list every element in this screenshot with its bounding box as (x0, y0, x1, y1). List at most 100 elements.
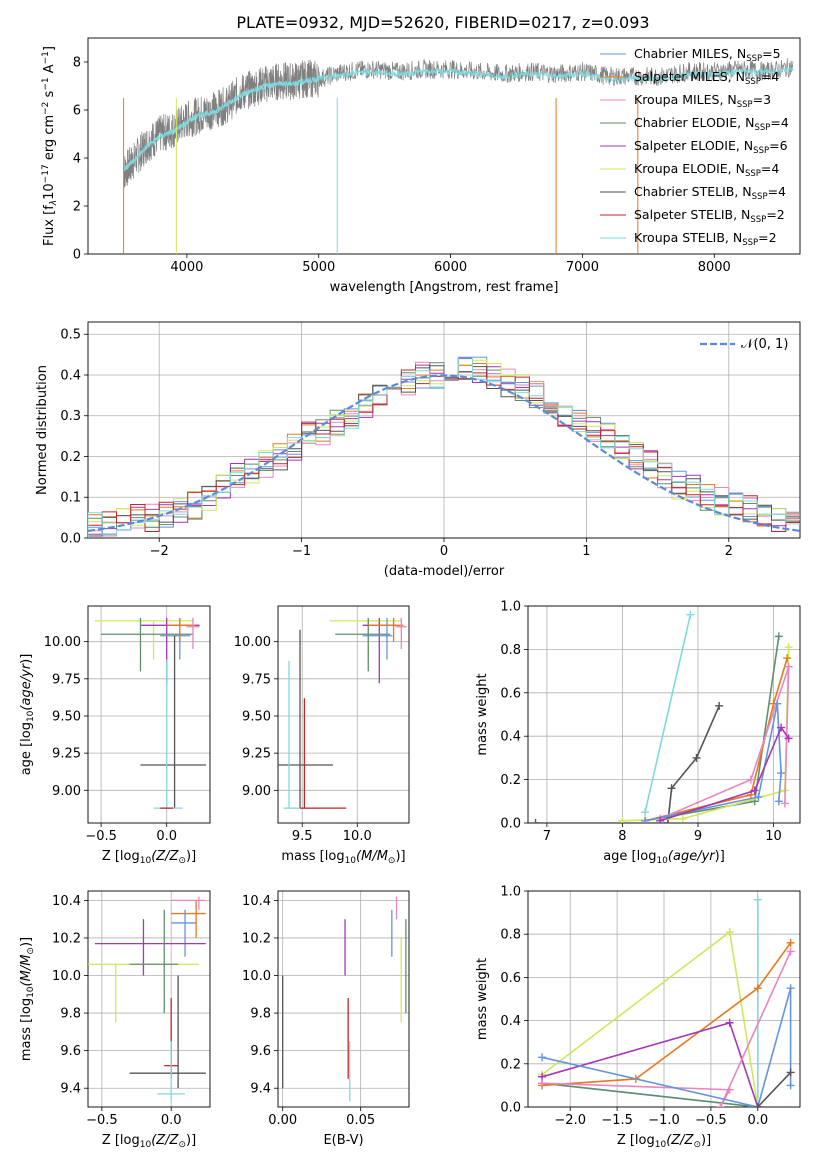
x-axis-label: (data-model)/error (384, 564, 505, 579)
point-marker (784, 643, 793, 652)
point-marker (777, 769, 786, 778)
panel-residuals: −2 −1 0 1 2 0.0 0.1 0.2 0.3 0.4 0.5 𝒩(0, 1) (data-mo… (35, 321, 801, 579)
series-kroupa-stelib (542, 899, 759, 1107)
y-tick-label: 9.75 (242, 672, 271, 687)
series-kroupa-stelib (123, 66, 794, 172)
legend-entry: Chabrier STELIB, NSSP=4 (634, 184, 786, 202)
x-axis-label: age [log10(age/yr)] (603, 849, 725, 866)
y-axis-label: age [log10(age/yr)] (19, 654, 36, 776)
x-tick-label: 5000 (302, 260, 335, 275)
panel-massweight_vs_Z: −2.0 −1.5 −1.0 −0.5 0.0 0.0 0.2 0.4 0.6 0.8 1.0 Z [… (475, 885, 801, 1150)
axes-frame (277, 605, 410, 824)
y-tick-label: 9.4 (60, 1082, 81, 1097)
x-axis-label: Z [log10(Z/Z⊙)] (102, 849, 196, 866)
y-tick-label: 0.0 (60, 532, 81, 547)
point-marker (725, 1018, 734, 1027)
y-tick-label: 9.25 (242, 747, 271, 762)
x-tick-label: 4000 (170, 260, 203, 275)
figure-title: PLATE=0932, MJD=52620, FIBERID=0217, z=0… (236, 13, 649, 32)
point-marker (753, 984, 762, 993)
point-marker (686, 610, 695, 619)
point-marker (786, 1068, 795, 1077)
y-tick-label: 0.4 (60, 368, 81, 383)
y-axis-label: mass [log10(M/M⊙)] (19, 937, 36, 1061)
panel-spectrum: 4000 5000 6000 7000 8000 0 2 4 6 8 Chabrier MILES,… (41, 37, 801, 295)
panel-mass_vs_Z: −0.5 0.0 9.4 9.6 9.8 10.0 10.2 10.4 Z [log10(Z/Z… (19, 890, 211, 1150)
y-tick-label: 0.6 (500, 971, 521, 986)
point-marker (618, 816, 627, 823)
plot-area (278, 617, 407, 809)
x-tick-label: 0.00 (268, 1113, 297, 1128)
y-tick-label: 4 (73, 152, 81, 167)
legend-entry: 𝒩(0, 1) (741, 337, 788, 352)
series-chabrier-stelib (757, 1071, 792, 1107)
series-kroupa-elodie (541, 930, 759, 1107)
point-marker (780, 799, 789, 808)
x-tick-label: −0.5 (85, 829, 117, 844)
y-tick-label: 0.8 (500, 643, 521, 658)
point-marker (773, 699, 782, 708)
axes-frame (527, 890, 801, 1108)
series-kroupa-stelib (644, 614, 692, 813)
y-tick-label: 10.0 (52, 969, 81, 984)
x-axis-label: wavelength [Angstrom, rest frame] (330, 280, 559, 295)
legend-entry: Salpeter STELIB, NSSP=2 (634, 207, 785, 225)
point-marker (538, 1053, 547, 1062)
y-tick-label: 0.3 (60, 409, 81, 424)
legend: Chabrier MILES, NSSP=5 Salpeter MILES, NS… (600, 46, 789, 248)
point-marker (663, 819, 672, 823)
x-tick-label: −0.5 (695, 1113, 727, 1128)
axes-frame (87, 890, 211, 1108)
y-tick-label: 0.2 (60, 450, 81, 465)
y-axis-label: Flux [fλ10−17 erg cm−2 s−1 A−1] (41, 46, 59, 246)
x-tick-label: −1.0 (648, 1113, 680, 1128)
point-marker (641, 816, 650, 823)
y-tick-label: 0.1 (60, 491, 81, 506)
y-tick-label: 6 (73, 104, 81, 119)
x-tick-label: 6000 (434, 260, 467, 275)
point-marker (786, 938, 795, 947)
x-axis-label: mass [log10(M/M⊙)] (281, 849, 405, 866)
y-tick-label: 9.4 (250, 1082, 271, 1097)
legend-entry: Salpeter MILES, NSSP=4 (634, 69, 779, 87)
x-tick-label: 10.0 (343, 829, 372, 844)
point-marker (746, 775, 755, 784)
point-marker (715, 701, 724, 710)
series-salpeter-elodie (659, 725, 790, 822)
y-axis-label: mass weight (475, 673, 490, 755)
y-tick-label: 0.2 (500, 773, 521, 788)
y-tick-label: 0.0 (500, 817, 521, 832)
x-tick-label: −1 (292, 544, 311, 559)
panel-age_vs_mass: 9.5 10.0 9.00 9.25 9.50 9.75 10.00 mass [log10(… (234, 605, 410, 866)
axes-frame (87, 37, 801, 255)
y-tick-label: 9.6 (250, 1044, 271, 1059)
y-tick-label: 0.0 (500, 1101, 521, 1116)
series-data (123, 58, 794, 188)
point-marker (531, 819, 540, 823)
x-tick-label: 9.5 (292, 829, 313, 844)
point-marker (786, 984, 795, 993)
y-tick-label: 10.00 (44, 635, 81, 650)
y-tick-label: 0.6 (500, 686, 521, 701)
legend-entry: Chabrier MILES, NSSP=5 (634, 46, 781, 64)
point-marker (753, 895, 762, 904)
point-marker (656, 816, 665, 823)
y-tick-label: 0.2 (500, 1057, 521, 1072)
series-salpeter-miles (542, 942, 792, 1087)
x-tick-label: 0.0 (747, 1113, 768, 1128)
x-tick-label: −2 (150, 544, 169, 559)
y-tick-label: 9.50 (242, 709, 271, 724)
y-tick-label: 10.4 (242, 894, 271, 909)
y-tick-label: 9.00 (242, 784, 271, 799)
hist-kroupa-stelib (88, 356, 800, 538)
point-marker (725, 1085, 734, 1094)
y-tick-label: 10.4 (52, 894, 81, 909)
x-tick-label: 0.05 (346, 1113, 375, 1128)
y-axis-label: mass weight (475, 958, 490, 1040)
legend-entry: Kroupa STELIB, NSSP=2 (634, 230, 777, 248)
x-tick-label: 7 (543, 829, 551, 844)
y-tick-label: 10.00 (234, 635, 271, 650)
normal-curve (88, 374, 800, 532)
series-kroupa-miles (542, 951, 792, 1107)
y-axis-label: Normed distribution (35, 365, 50, 495)
